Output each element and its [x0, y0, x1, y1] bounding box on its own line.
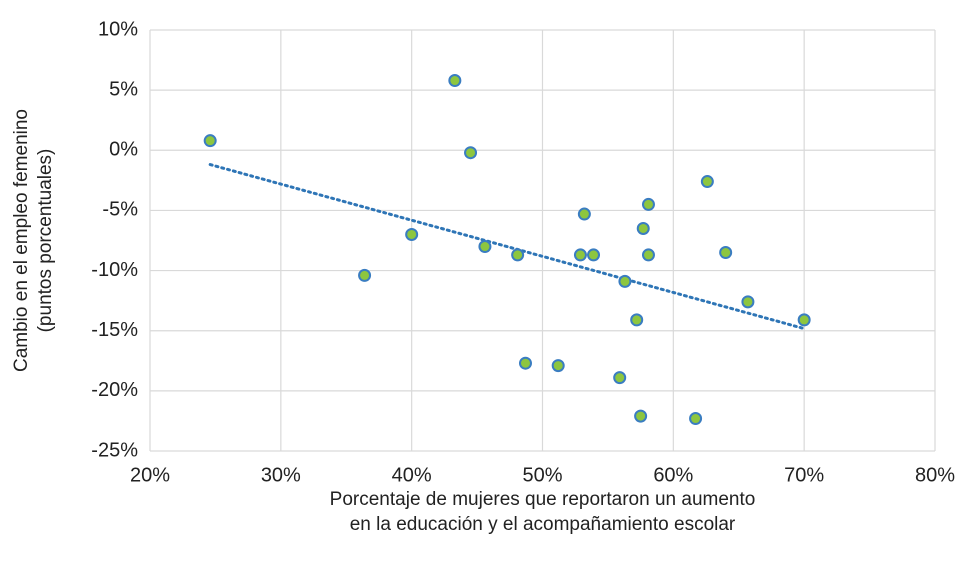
data-point	[741, 295, 755, 309]
data-point	[641, 248, 655, 262]
y-axis-title-line: (puntos porcentuales)	[35, 149, 56, 333]
x-tick-label: 40%	[392, 464, 432, 486]
data-point	[358, 268, 372, 282]
y-tick-label: 0%	[109, 139, 138, 161]
data-point	[797, 313, 811, 327]
y-tick-label: -5%	[102, 199, 138, 221]
data-point	[634, 409, 648, 423]
data-point	[618, 274, 632, 288]
y-tick-label: -15%	[91, 319, 138, 341]
y-tick-label: 10%	[98, 18, 138, 40]
data-point	[518, 356, 532, 370]
data-point	[636, 221, 650, 235]
data-point	[573, 248, 587, 262]
x-tick-label: 70%	[784, 464, 824, 486]
data-point	[203, 134, 217, 148]
data-point	[551, 359, 565, 373]
data-point	[613, 371, 627, 385]
data-point	[587, 248, 601, 262]
data-point	[511, 248, 525, 262]
data-point	[405, 227, 419, 241]
x-tick-label: 30%	[261, 464, 301, 486]
y-axis-title-line: Cambio en el empleo femenino	[11, 109, 32, 372]
x-axis-title: Porcentaje de mujeres que reportaron un …	[330, 489, 756, 510]
trendline	[208, 163, 806, 331]
data-point	[478, 240, 492, 254]
x-tick-label: 80%	[915, 464, 955, 486]
x-tick-label: 50%	[522, 464, 562, 486]
data-point	[464, 146, 478, 160]
data-point	[630, 313, 644, 327]
x-tick-label: 20%	[130, 464, 170, 486]
data-point	[689, 412, 703, 426]
y-tick-label: 5%	[109, 78, 138, 100]
x-axis-title: en la educación y el acompañamiento esco…	[350, 514, 736, 535]
data-point	[700, 175, 714, 189]
data-point	[719, 246, 733, 260]
y-axis-title: Cambio en el empleo femenino (puntos porc…	[11, 109, 56, 372]
y-tick-label: -10%	[91, 259, 138, 281]
y-tick-label: -20%	[91, 379, 138, 401]
y-tick-label: -25%	[91, 439, 138, 461]
x-tick-label: 60%	[653, 464, 693, 486]
data-point	[577, 207, 591, 221]
data-point	[448, 74, 462, 88]
data-point	[641, 197, 655, 211]
